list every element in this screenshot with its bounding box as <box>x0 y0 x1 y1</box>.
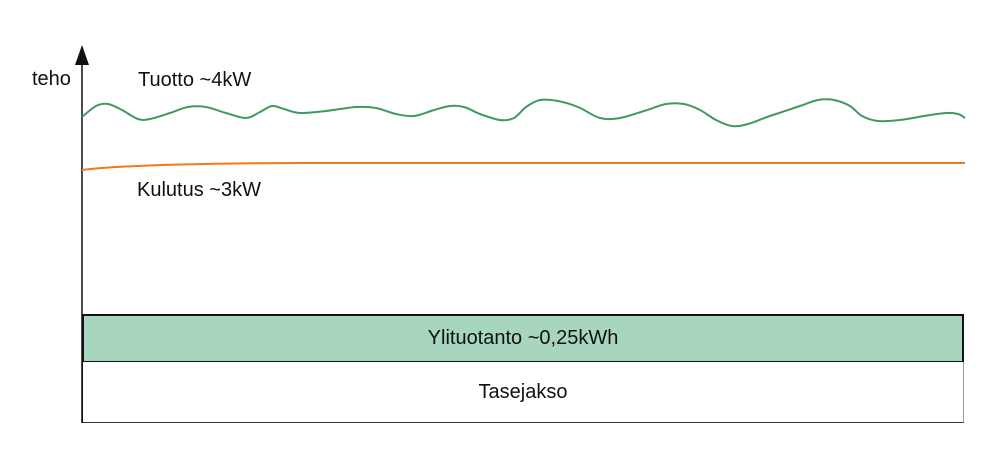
production-curve <box>81 98 966 128</box>
production-label: Tuotto ~4kW <box>138 69 252 91</box>
surplus-band-label: Ylituotanto ~0,25kWh <box>427 327 619 349</box>
consumption-curve <box>81 162 965 171</box>
y-axis-label: teho <box>32 68 71 90</box>
consumption-label: Kulutus ~3kW <box>137 179 261 201</box>
surplus-band: Ylituotanto ~0,25kWh <box>82 314 964 363</box>
y-axis-arrow-icon <box>75 45 89 65</box>
period-band: Tasejakso <box>82 362 964 423</box>
period-band-label: Tasejakso <box>478 380 568 403</box>
